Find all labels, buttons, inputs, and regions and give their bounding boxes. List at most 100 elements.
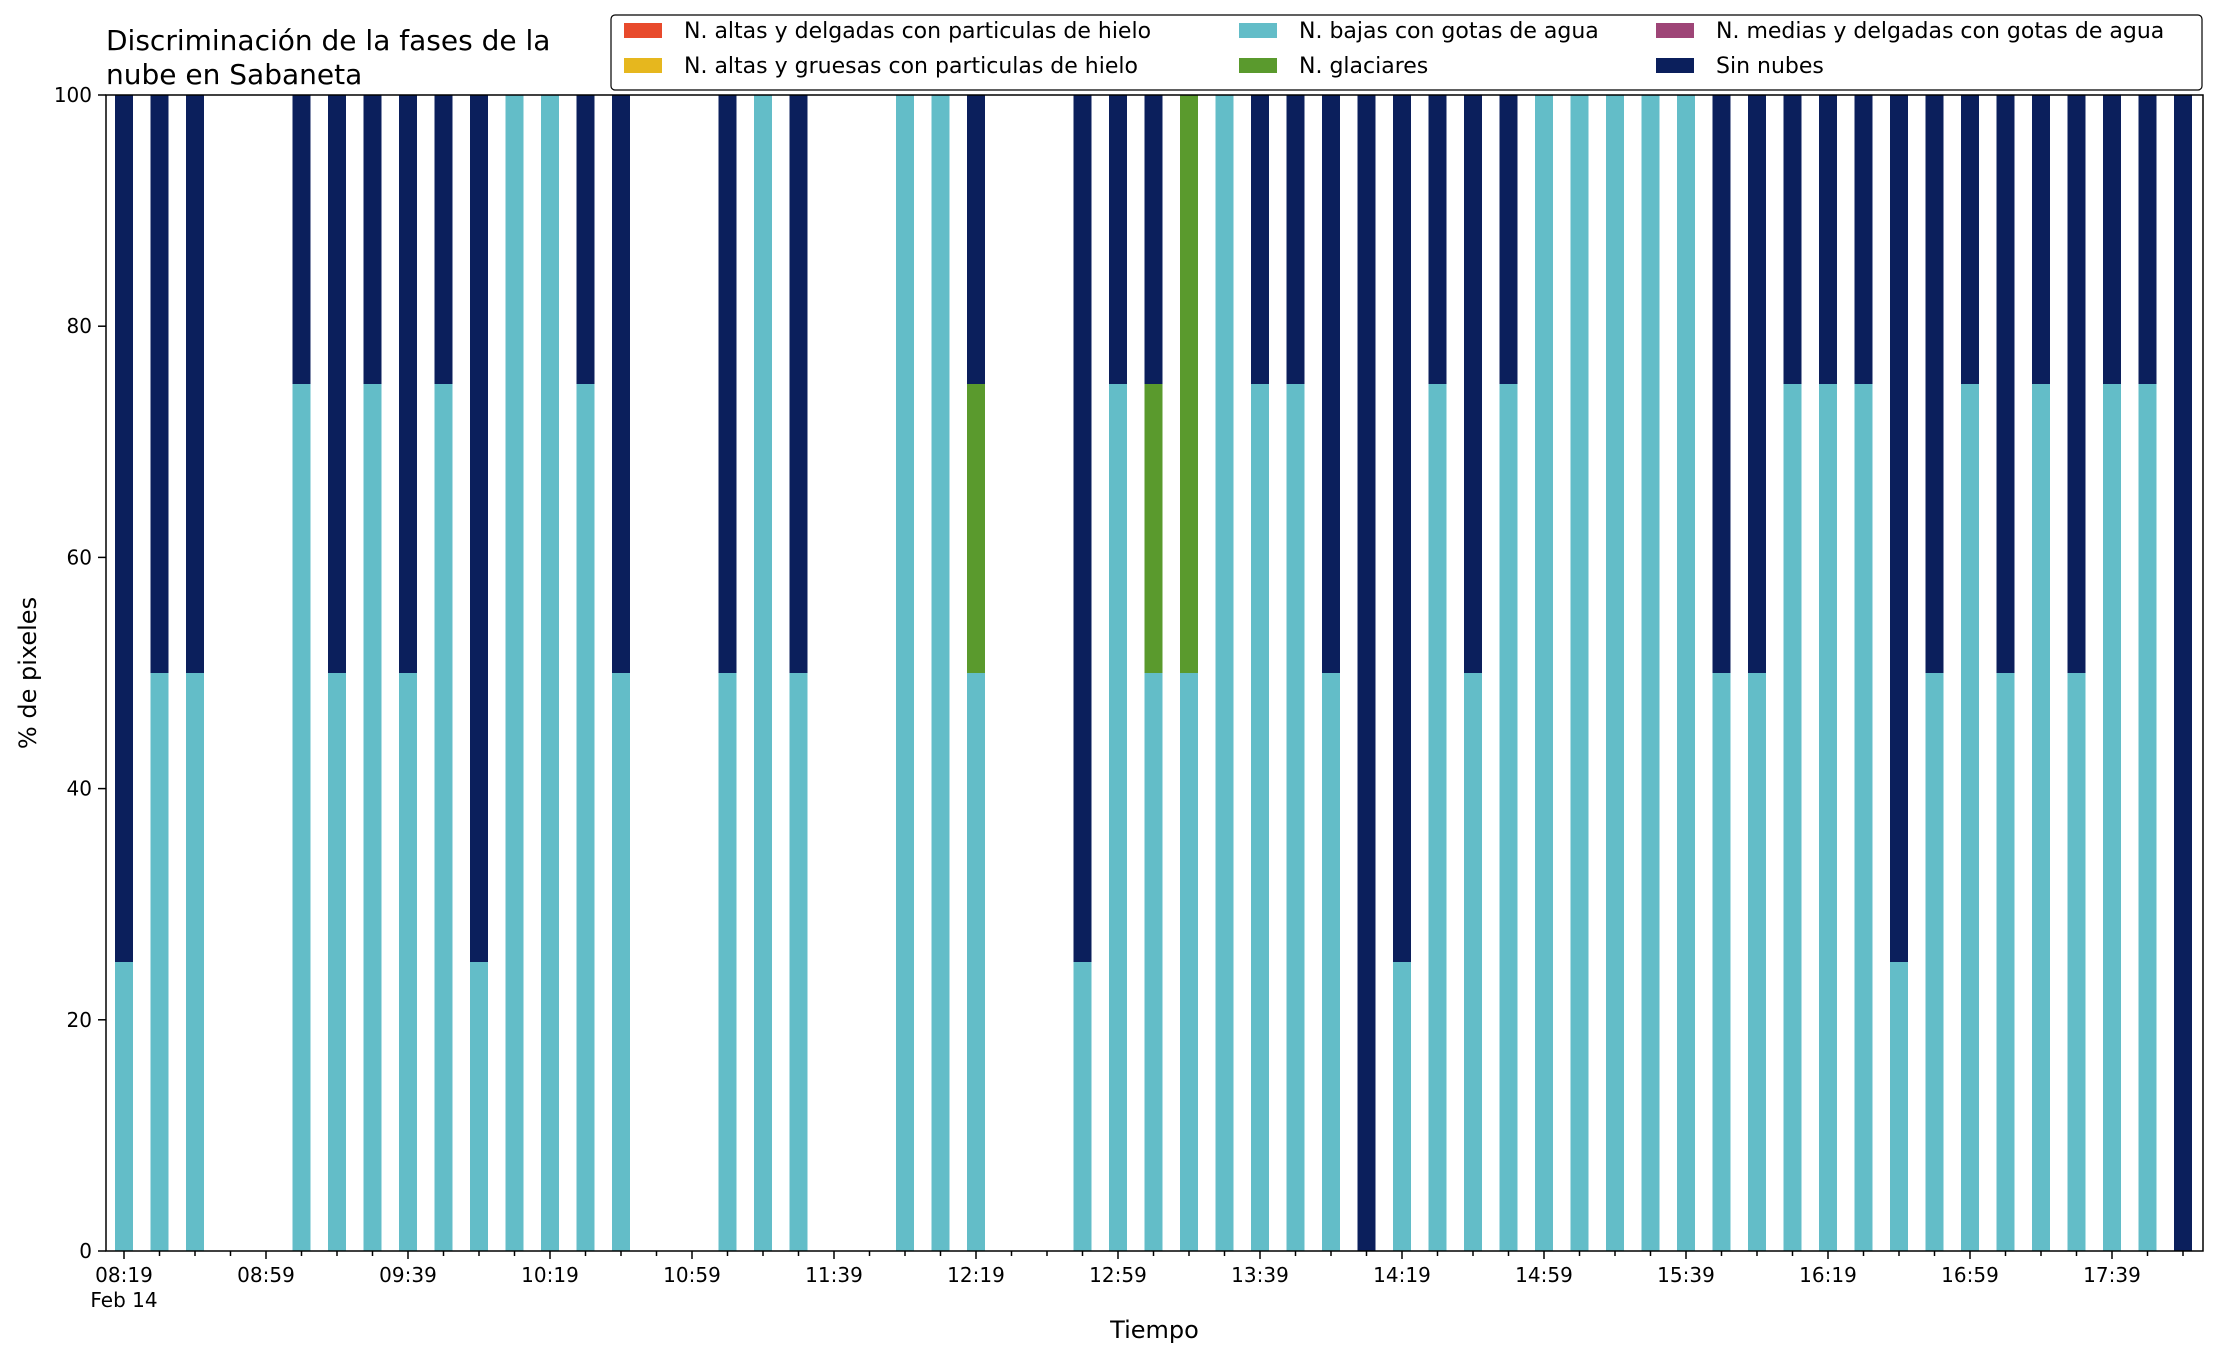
bar-segment — [115, 95, 133, 962]
bar-segment — [1961, 384, 1979, 1251]
bar-segment — [115, 962, 133, 1251]
bar-segment — [1428, 95, 1447, 384]
bar-segment — [434, 384, 453, 1251]
y-axis-label: % de pixeles — [14, 597, 42, 749]
x-tick-label: 13:39 — [1231, 1263, 1289, 1287]
legend-label: N. glaciares — [1299, 54, 1428, 79]
bar-segment — [789, 673, 808, 1251]
x-tick-label: 16:19 — [1799, 1263, 1857, 1287]
bar-segment — [1322, 95, 1340, 673]
bar-segment — [505, 95, 524, 1251]
bar-segment — [1890, 95, 1908, 962]
bar-segment — [434, 95, 453, 384]
legend-label: N. medias y delgadas con gotas de agua — [1716, 19, 2164, 44]
bar-segment — [1570, 95, 1589, 1251]
bar-segment — [789, 95, 808, 673]
bar-segment — [328, 673, 346, 1251]
bar-segment — [1251, 384, 1269, 1251]
bar-segment — [2032, 95, 2050, 384]
bar-segment — [399, 673, 417, 1251]
bar-segment — [718, 673, 737, 1251]
bar-segment — [2138, 95, 2157, 384]
chart-title-line: nube en Sabaneta — [106, 58, 362, 91]
x-tick-label: 12:19 — [947, 1263, 1005, 1287]
bar-segment — [541, 95, 559, 1251]
bar-segment — [1073, 962, 1092, 1251]
bar-segment — [2067, 95, 2086, 673]
legend-box — [610, 14, 2203, 91]
legend-label: N. altas y gruesas con particulas de hie… — [684, 54, 1138, 79]
x-tick-label: 10:59 — [663, 1263, 721, 1287]
x-tick-label: 14:59 — [1515, 1263, 1573, 1287]
x-tick-label: 17:39 — [2083, 1263, 2141, 1287]
bar-segment — [1535, 95, 1553, 1251]
bar-segment — [967, 384, 985, 673]
bar-segment — [1819, 95, 1837, 384]
bar-segment — [1393, 962, 1411, 1251]
y-tick-label: 100 — [54, 83, 92, 107]
legend-label: N. bajas con gotas de agua — [1299, 19, 1599, 44]
bar-segment — [967, 673, 985, 1251]
bar-segment — [896, 95, 914, 1251]
bar-segment — [1144, 384, 1163, 673]
bar-segment — [363, 384, 382, 1251]
bar-segment — [931, 95, 950, 1251]
x-date-label: Feb 14 — [90, 1288, 157, 1312]
bar-segment — [2138, 384, 2157, 1251]
bar-segment — [1819, 384, 1837, 1251]
bar-segment — [363, 95, 382, 384]
legend-swatch — [1656, 23, 1694, 38]
bar-segment — [292, 384, 311, 1251]
bar-segment — [612, 673, 630, 1251]
bar-segment — [1996, 673, 2015, 1251]
bar-segment — [612, 95, 630, 673]
bar-segment — [1251, 95, 1269, 384]
bar-segment — [1712, 95, 1731, 673]
bar-segment — [1144, 673, 1163, 1251]
bar-segment — [399, 95, 417, 673]
bar-segment — [1677, 95, 1695, 1251]
bar-segment — [2067, 673, 2086, 1251]
bar-segment — [1109, 95, 1127, 384]
y-tick-label: 0 — [79, 1239, 92, 1263]
x-tick-label: 12:59 — [1089, 1263, 1147, 1287]
bar-segment — [470, 962, 488, 1251]
bar-segment — [1783, 384, 1802, 1251]
legend-swatch — [1239, 23, 1277, 38]
x-axis-label: Tiempo — [1109, 1316, 1199, 1344]
x-tick-label: 11:39 — [805, 1263, 863, 1287]
bar-segment — [1322, 673, 1340, 1251]
legend-swatch — [1239, 58, 1277, 73]
bar-segment — [2103, 384, 2121, 1251]
x-tick-label: 15:39 — [1657, 1263, 1715, 1287]
bar-segment — [1499, 384, 1518, 1251]
bar-segment — [754, 95, 772, 1251]
x-tick-label: 16:59 — [1941, 1263, 1999, 1287]
bar-segment — [1286, 95, 1305, 384]
bar-segment — [186, 95, 204, 673]
bar-segment — [718, 95, 737, 673]
bar-segment — [1996, 95, 2015, 673]
bar-segment — [1606, 95, 1624, 1251]
bar-segment — [328, 95, 346, 673]
bar-segment — [1499, 95, 1518, 384]
bar-segment — [1464, 673, 1482, 1251]
chart-title-line: Discriminación de la fases de la — [106, 24, 550, 57]
x-tick-label: 09:39 — [379, 1263, 437, 1287]
legend-label: Sin nubes — [1716, 54, 1824, 79]
bar-segment — [1428, 384, 1447, 1251]
legend-label: N. altas y delgadas con particulas de hi… — [684, 19, 1151, 44]
x-tick-label: 10:19 — [521, 1263, 579, 1287]
bar-segment — [1641, 95, 1660, 1251]
bar-segment — [1890, 962, 1908, 1251]
bar-segment — [1215, 95, 1234, 1251]
bar-segment — [1961, 95, 1979, 384]
bar-segment — [1357, 95, 1376, 1251]
bar-segment — [576, 95, 595, 384]
bar-segment — [292, 95, 311, 384]
bar-segment — [150, 95, 169, 673]
y-tick-label: 60 — [67, 545, 92, 569]
bar-segment — [1748, 673, 1766, 1251]
x-tick-label: 08:19 — [95, 1263, 153, 1287]
bar-segment — [1144, 95, 1163, 384]
